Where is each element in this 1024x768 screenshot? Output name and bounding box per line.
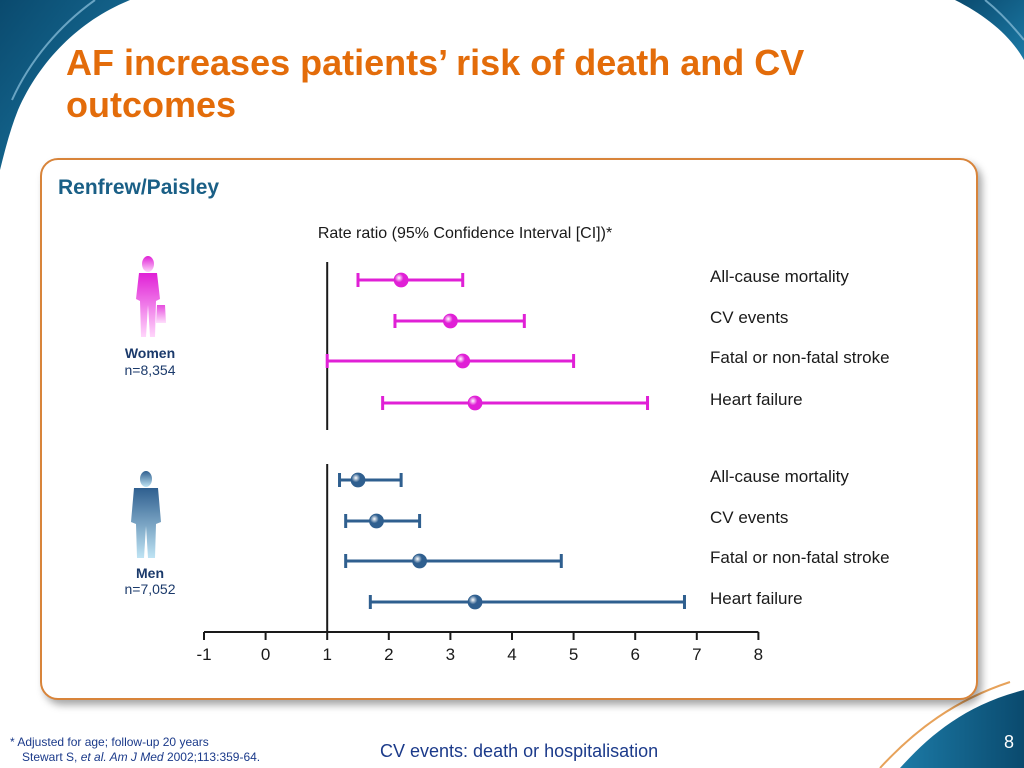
point-estimate [393,272,409,288]
ci-row-women-4: Heart failure [381,390,803,411]
point-estimate [350,472,366,488]
footnote-citation: 2002;113:359-64. [163,750,261,764]
chart-panel [40,158,978,700]
cv-events-note: CV events: death or hospitalisation [380,741,659,761]
x-tick-label: 5 [569,645,578,664]
footnote-line-2: Stewart S, et al. Am J Med 2002;113:359-… [10,750,260,765]
figure-head [142,256,154,272]
page-number: 8 [1003,732,1014,752]
group-n-men: n=7,052 [125,581,176,597]
ci-row-men-2: CV events [344,508,788,529]
figure-body [131,488,161,558]
row-label: Fatal or non-fatal stroke [710,348,890,367]
ci-row-women-2: CV events [393,308,788,329]
point-estimate [455,353,471,369]
ci-row-men-3: Fatal or non-fatal stroke [344,548,890,569]
footnote-authors: Stewart S, [22,750,81,764]
bottom-right-swoosh [900,690,1024,768]
x-tick-label: 7 [692,645,701,664]
woman-figure-icon [136,256,166,337]
row-label: All-cause mortality [710,267,849,286]
group-n-women: n=8,354 [125,362,176,378]
point-estimate [467,395,483,411]
ci-row-women-3: Fatal or non-fatal stroke [325,348,890,369]
x-tick-label: 0 [261,645,270,664]
row-label: Fatal or non-fatal stroke [710,548,890,567]
man-figure-icon [131,471,161,558]
chart-title: Rate ratio (95% Confidence Interval [CI]… [318,225,612,242]
slide-title: AF increases patients’ risk of death and… [66,42,805,125]
footnote: * Adjusted for age; follow-up 20 years S… [10,735,260,765]
top-left-swoosh-highlight [11,0,96,101]
figure-bag [156,305,166,323]
x-tick-label: -1 [196,645,211,664]
ci-row-women-1: All-cause mortality [356,267,849,288]
x-tick-label: 1 [322,645,331,664]
x-tick-label: 3 [446,645,455,664]
x-tick-label: 4 [507,645,516,664]
group-name-women: Women [125,345,175,361]
group-name-men: Men [136,565,164,581]
row-label: Heart failure [710,589,803,608]
figure-head [140,471,152,487]
x-tick-label: 8 [754,645,763,664]
figure-body [136,273,160,337]
point-estimate [442,313,458,329]
point-estimate [412,553,428,569]
row-label: CV events [710,508,788,527]
ci-row-men-1: All-cause mortality [338,467,849,488]
top-right-swoosh-highlight [984,0,1024,41]
point-estimate [369,513,384,529]
ci-row-men-4: Heart failure [368,589,803,610]
x-tick-label: 2 [384,645,393,664]
point-estimate [467,594,483,610]
bottom-right-swoosh-highlight [879,681,1011,768]
panel-title: Renfrew/Paisley [58,176,220,199]
footnote-journal: et al. Am J Med [80,750,164,764]
row-label: Heart failure [710,390,803,409]
row-label: CV events [710,308,788,327]
footnote-line-1: * Adjusted for age; follow-up 20 years [10,735,209,749]
top-right-swoosh [955,0,1024,60]
x-tick-label: 6 [630,645,639,664]
row-label: All-cause mortality [710,467,849,486]
top-left-swoosh [0,0,130,170]
